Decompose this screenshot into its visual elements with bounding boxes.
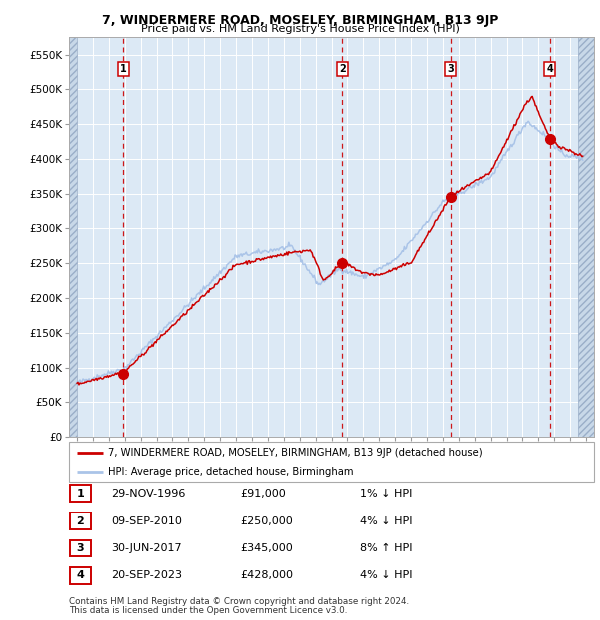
Text: 7, WINDERMERE ROAD, MOSELEY, BIRMINGHAM, B13 9JP (detached house): 7, WINDERMERE ROAD, MOSELEY, BIRMINGHAM,… (109, 448, 483, 458)
Text: £91,000: £91,000 (240, 489, 286, 498)
Text: 30-JUN-2017: 30-JUN-2017 (111, 543, 182, 553)
Text: 4: 4 (76, 570, 85, 580)
Text: Contains HM Land Registry data © Crown copyright and database right 2024.: Contains HM Land Registry data © Crown c… (69, 597, 409, 606)
Text: This data is licensed under the Open Government Licence v3.0.: This data is licensed under the Open Gov… (69, 606, 347, 615)
Text: 4% ↓ HPI: 4% ↓ HPI (360, 516, 413, 526)
Text: 8% ↑ HPI: 8% ↑ HPI (360, 543, 413, 553)
Text: 3: 3 (448, 64, 454, 74)
Text: 3: 3 (77, 543, 84, 553)
Text: 2: 2 (339, 64, 346, 74)
Text: £428,000: £428,000 (240, 570, 293, 580)
Text: 4% ↓ HPI: 4% ↓ HPI (360, 570, 413, 580)
Text: 09-SEP-2010: 09-SEP-2010 (111, 516, 182, 526)
Text: 29-NOV-1996: 29-NOV-1996 (111, 489, 185, 498)
Text: 7, WINDERMERE ROAD, MOSELEY, BIRMINGHAM, B13 9JP: 7, WINDERMERE ROAD, MOSELEY, BIRMINGHAM,… (102, 14, 498, 27)
Text: HPI: Average price, detached house, Birmingham: HPI: Average price, detached house, Birm… (109, 467, 354, 477)
Text: £345,000: £345,000 (240, 543, 293, 553)
Text: Price paid vs. HM Land Registry's House Price Index (HPI): Price paid vs. HM Land Registry's House … (140, 24, 460, 33)
Text: 1: 1 (77, 489, 84, 498)
Text: 20-SEP-2023: 20-SEP-2023 (111, 570, 182, 580)
Text: 1% ↓ HPI: 1% ↓ HPI (360, 489, 412, 498)
Text: 2: 2 (77, 516, 84, 526)
Text: 4: 4 (547, 64, 553, 74)
Text: 1: 1 (120, 64, 127, 74)
Text: £250,000: £250,000 (240, 516, 293, 526)
